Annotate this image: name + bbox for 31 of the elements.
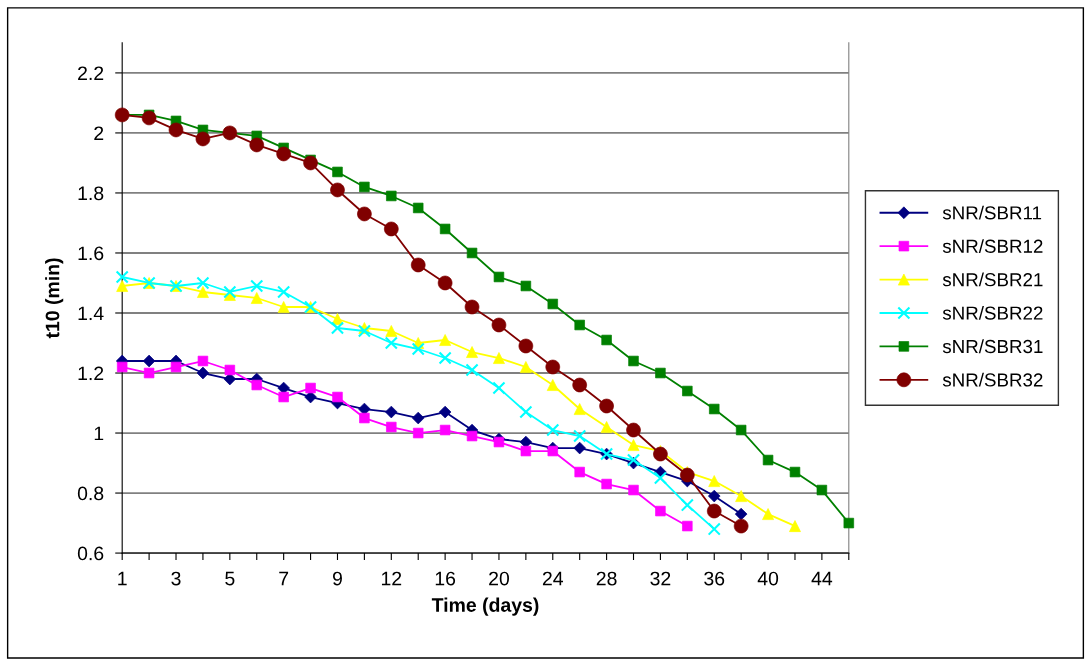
legend-label: sNR/SBR11 <box>942 205 1042 220</box>
legend-label: sNR/SBR31 <box>942 339 1043 354</box>
y-tick-label: 0.6 <box>77 546 104 561</box>
x-tick-label: 28 <box>596 571 617 586</box>
x-tick-label: 3 <box>171 571 181 586</box>
legend-label: sNR/SBR12 <box>942 239 1043 253</box>
x-tick-label: 1 <box>118 571 127 586</box>
y-tick-label: 1.4 <box>78 306 104 321</box>
x-tick-label: 20 <box>489 571 510 586</box>
x-axis-title: Time (days) <box>431 597 539 616</box>
x-tick-label: 32 <box>650 571 671 586</box>
x-tick-label: 5 <box>225 571 235 586</box>
x-tick-label: 40 <box>757 571 779 586</box>
x-tick-label: 36 <box>704 571 725 586</box>
y-tick-label: 1.8 <box>78 186 104 201</box>
x-tick-label: 9 <box>332 571 342 586</box>
y-axis-title: t10 (min) <box>45 258 64 339</box>
y-tick-label: 1.2 <box>78 366 104 381</box>
x-tick-label: 16 <box>435 571 456 586</box>
y-tick-label: 1 <box>94 426 104 441</box>
x-tick-label: 44 <box>811 571 833 586</box>
x-tick-label: 7 <box>279 571 289 586</box>
x-tick-label: 24 <box>542 571 564 586</box>
y-tick-label: 2.2 <box>78 66 104 80</box>
legend-label: sNR/SBR21 <box>942 272 1043 287</box>
y-tick-label: 1.6 <box>78 246 104 261</box>
legend-label: sNR/SBR32 <box>942 372 1043 387</box>
y-tick-label: 2 <box>94 126 104 140</box>
legend-label: sNR/SBR22 <box>942 305 1043 320</box>
x-tick-label: 12 <box>381 571 402 586</box>
y-tick-label: 0.8 <box>77 486 104 501</box>
